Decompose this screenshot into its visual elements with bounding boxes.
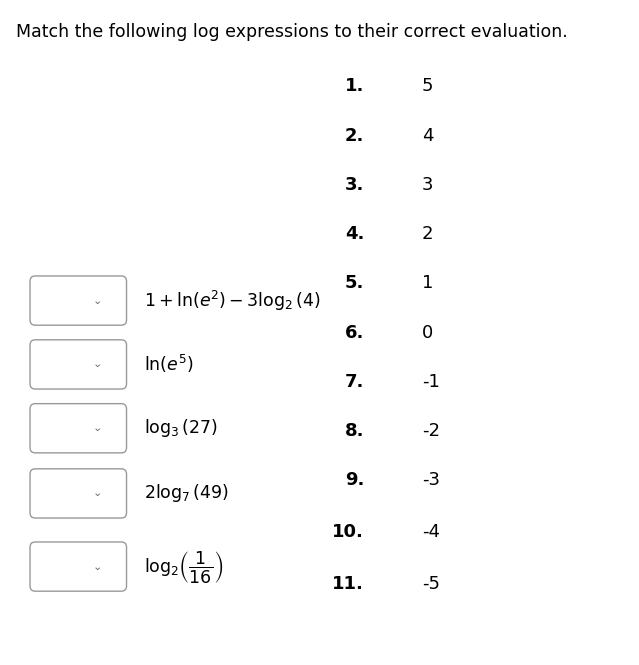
Text: $2\log_7(49)$: $2\log_7(49)$ bbox=[144, 482, 229, 505]
Text: 11.: 11. bbox=[332, 575, 364, 593]
FancyBboxPatch shape bbox=[30, 340, 127, 389]
Text: 0: 0 bbox=[422, 323, 433, 342]
Text: 9.: 9. bbox=[345, 471, 364, 489]
Text: 6.: 6. bbox=[345, 323, 364, 342]
Text: 7.: 7. bbox=[345, 372, 364, 391]
Text: -4: -4 bbox=[422, 523, 440, 541]
FancyBboxPatch shape bbox=[30, 469, 127, 518]
Text: ⌄: ⌄ bbox=[93, 359, 102, 370]
Text: $1 + \mathrm{ln}(e^2) - 3\log_2(4)$: $1 + \mathrm{ln}(e^2) - 3\log_2(4)$ bbox=[144, 289, 321, 313]
Text: 5: 5 bbox=[422, 77, 433, 96]
Text: 8.: 8. bbox=[344, 422, 364, 440]
Text: -5: -5 bbox=[422, 575, 440, 593]
Text: -1: -1 bbox=[422, 372, 440, 391]
Text: ⌄: ⌄ bbox=[93, 423, 102, 434]
Text: 4: 4 bbox=[422, 126, 433, 145]
Text: ⌄: ⌄ bbox=[93, 295, 102, 306]
FancyBboxPatch shape bbox=[30, 542, 127, 591]
Text: $\log_2\!\left(\dfrac{1}{16}\right)$: $\log_2\!\left(\dfrac{1}{16}\right)$ bbox=[144, 549, 223, 585]
FancyBboxPatch shape bbox=[30, 404, 127, 453]
Text: 3.: 3. bbox=[345, 176, 364, 194]
FancyBboxPatch shape bbox=[30, 276, 127, 325]
Text: 2.: 2. bbox=[345, 126, 364, 145]
Text: $\mathrm{ln}(e^5)$: $\mathrm{ln}(e^5)$ bbox=[144, 353, 194, 376]
Text: ⌄: ⌄ bbox=[93, 488, 102, 499]
Text: 10.: 10. bbox=[332, 523, 364, 541]
Text: ⌄: ⌄ bbox=[93, 561, 102, 572]
Text: 3: 3 bbox=[422, 176, 433, 194]
Text: -3: -3 bbox=[422, 471, 440, 489]
Text: Match the following log expressions to their correct evaluation.: Match the following log expressions to t… bbox=[16, 23, 567, 41]
Text: 1.: 1. bbox=[345, 77, 364, 96]
Text: 5.: 5. bbox=[345, 274, 364, 293]
Text: $\log_3(27)$: $\log_3(27)$ bbox=[144, 417, 218, 440]
Text: 4.: 4. bbox=[345, 225, 364, 243]
Text: 1: 1 bbox=[422, 274, 433, 293]
Text: 2: 2 bbox=[422, 225, 433, 243]
Text: -2: -2 bbox=[422, 422, 440, 440]
